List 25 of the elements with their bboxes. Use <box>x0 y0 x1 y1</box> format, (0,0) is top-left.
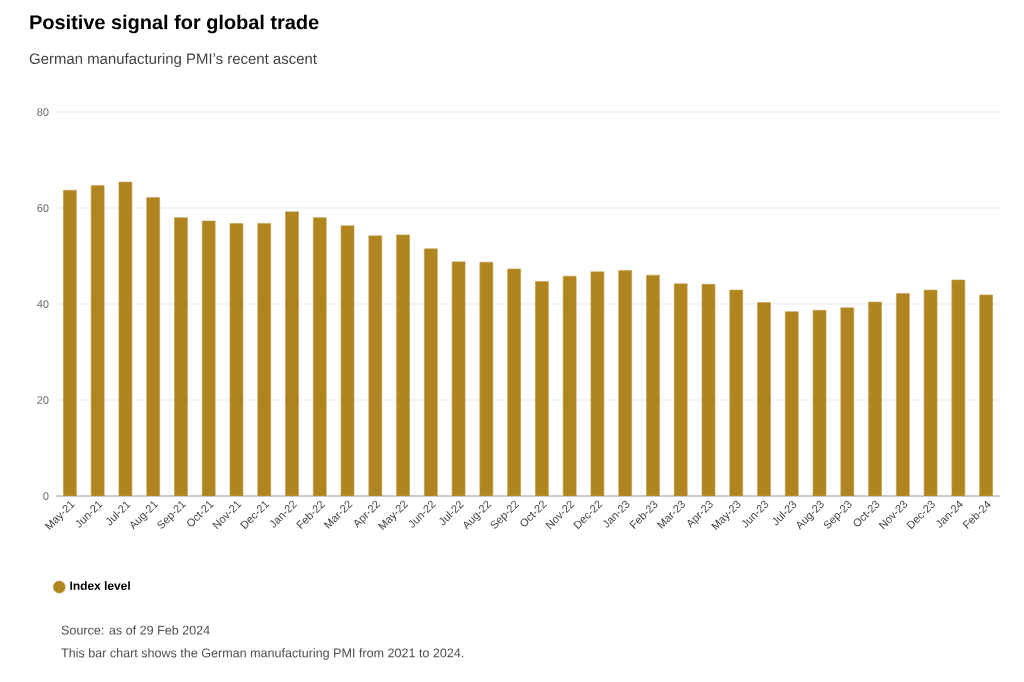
bar <box>285 211 299 497</box>
bar <box>368 235 383 497</box>
bar <box>396 234 410 497</box>
bar <box>562 275 577 497</box>
bar <box>146 197 160 497</box>
bar <box>201 220 216 497</box>
bar <box>673 283 688 497</box>
bar <box>896 293 910 497</box>
bar <box>507 268 521 497</box>
bar <box>784 311 799 497</box>
bar <box>757 302 771 497</box>
bar <box>257 223 272 497</box>
chart-title: Positive signal for global trade <box>30 14 319 34</box>
bar <box>90 185 105 497</box>
bar <box>535 281 549 497</box>
bar <box>63 189 77 497</box>
bar <box>174 217 188 497</box>
bar <box>840 307 855 497</box>
bar <box>979 294 993 497</box>
bar <box>312 217 327 497</box>
bar <box>646 274 660 497</box>
bar <box>618 270 632 497</box>
bar <box>729 289 744 497</box>
bar <box>424 248 438 497</box>
bar <box>868 301 882 497</box>
